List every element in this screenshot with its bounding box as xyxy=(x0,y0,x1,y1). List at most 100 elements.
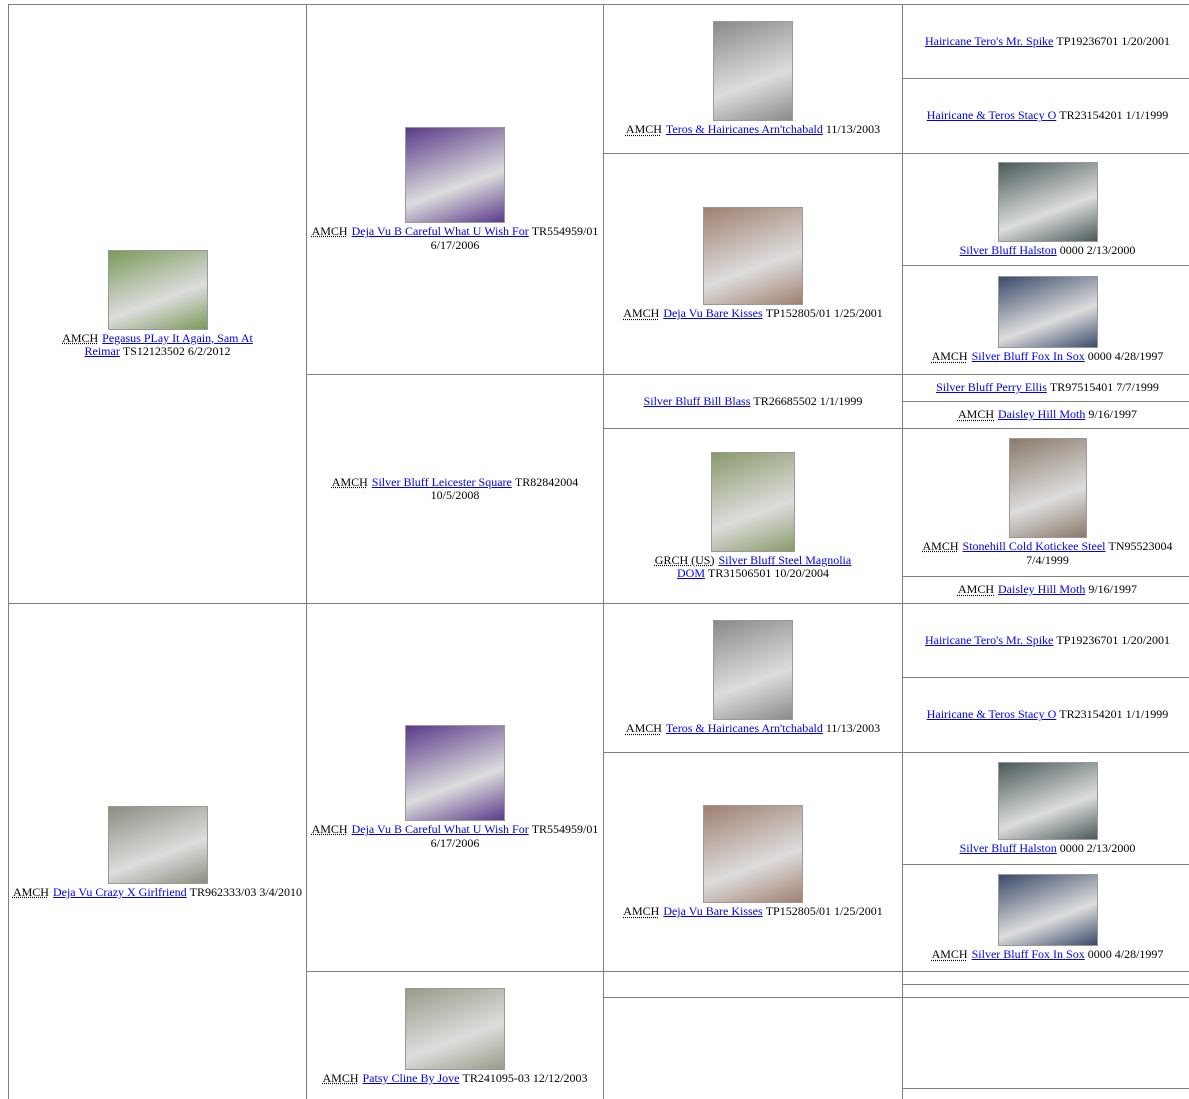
dog-info: 9/16/1997 xyxy=(1088,582,1137,597)
dog-info: TR554959/01 6/17/2006 xyxy=(430,822,599,850)
dog-link[interactable]: Silver Bluff Steel Magnolia DOM xyxy=(676,552,852,580)
pedigree-cell: AMCH Silver Bluff Fox In Sox 0000 4/28/199… xyxy=(902,265,1189,375)
dog-entry: Hairicane & Teros Stacy O TR23154201 1/1/… xyxy=(927,708,1169,721)
dog-info: TR23154201 1/1/1999 xyxy=(1059,707,1169,722)
dog-photo xyxy=(703,207,803,306)
title-abbr: AMCH xyxy=(625,721,662,736)
dog-entry: AMCH Deja Vu Bare Kisses TP152805/01 1/25/… xyxy=(623,905,882,918)
dog-entry: AMCH Deja Vu Bare Kisses TP152805/01 1/25/… xyxy=(623,307,882,320)
dog-link[interactable]: Patsy Cline By Jove xyxy=(362,1070,460,1085)
dog-link[interactable]: Hairicane & Teros Stacy O xyxy=(926,108,1057,123)
pedigree-cell: AMCH Silver Bluff Fox In Sox 0000 4/28/199… xyxy=(902,864,1189,972)
dog-link[interactable]: Pegasus PLay It Again, Sam At Reimar xyxy=(84,330,253,358)
pedigree-cell: AMCH Deja Vu Crazy X Girlfriend TR962333/0… xyxy=(8,603,307,1099)
dog-link[interactable]: Silver Bluff Fox In Sox xyxy=(971,349,1085,364)
dog-entry: Hairicane Tero's Mr. Spike TP19236701 1/2… xyxy=(924,33,1170,48)
pedigree-cell: Silver Bluff Perry Ellis TR97515401 7/7/1… xyxy=(902,374,1189,402)
pedigree-cell: AMCH Deja Vu Bare Kisses TP152805/01 1/25/… xyxy=(603,153,903,375)
dog-info: TP152805/01 1/25/2001 xyxy=(765,306,883,321)
pedigree-cell: AMCH Deja Vu B Careful What U Wish For TR5… xyxy=(306,4,604,375)
dog-entry: AMCH Daisley Hill Moth 9/16/1997 xyxy=(958,408,1137,421)
dog-link[interactable]: Deja Vu B Careful What U Wish For xyxy=(351,224,529,239)
dog-entry: AMCH Daisley Hill Moth 9/16/1997 xyxy=(958,583,1137,596)
dog-link[interactable]: Silver Bluff Leicester Square xyxy=(371,474,512,489)
pedigree-cell xyxy=(902,997,1189,1089)
dog-entry: GRCH (US) Silver Bluff Steel Magnolia DOM… xyxy=(607,552,899,580)
dog-info: 0000 2/13/2000 xyxy=(1059,840,1136,855)
title-abbr: AMCH xyxy=(931,947,968,962)
dog-info: TP19236701 1/20/2001 xyxy=(1056,632,1171,647)
dog-info: 0000 2/13/2000 xyxy=(1059,242,1136,257)
title-abbr: AMCH xyxy=(625,122,662,137)
dog-photo xyxy=(997,161,1098,242)
title-abbr: AMCH xyxy=(623,904,660,919)
title-abbr: AMCH xyxy=(62,330,99,345)
dog-entry: Silver Bluff Perry Ellis TR97515401 7/7/1… xyxy=(936,381,1159,394)
dog-link[interactable]: Deja Vu Crazy X Girlfriend xyxy=(52,884,187,899)
dog-link[interactable]: Daisley Hill Moth xyxy=(998,582,1086,597)
dog-photo xyxy=(713,620,793,721)
title-abbr: GRCH (US) xyxy=(654,552,715,567)
dog-link[interactable]: Deja Vu Bare Kisses xyxy=(663,306,763,321)
dog-info: TN95523004 7/4/1999 xyxy=(1026,539,1173,567)
title-abbr: AMCH xyxy=(957,407,994,422)
title-abbr: AMCH xyxy=(322,1070,359,1085)
dog-link[interactable]: Silver Bluff Perry Ellis xyxy=(936,380,1047,395)
dog-link[interactable]: Deja Vu Bare Kisses xyxy=(663,904,763,919)
dog-info: TR26685502 1/1/1999 xyxy=(753,393,863,408)
pedigree-cell: AMCH Daisley Hill Moth 9/16/1997 xyxy=(902,576,1189,604)
dog-link[interactable]: Silver Bluff Fox In Sox xyxy=(971,947,1085,962)
dog-link[interactable]: Silver Bluff Halston xyxy=(959,840,1057,855)
dog-link[interactable]: Daisley Hill Moth xyxy=(998,407,1086,422)
dog-info: TR31506501 10/20/2004 xyxy=(708,566,830,580)
dog-link[interactable]: Stonehill Cold Kotickee Steel xyxy=(962,539,1106,554)
dog-link[interactable]: Hairicane & Teros Stacy O xyxy=(926,707,1057,722)
dog-info: TR962333/03 3/4/2010 xyxy=(189,884,303,899)
pedigree-cell xyxy=(902,984,1189,998)
pedigree-cell: AMCH Daisley Hill Moth 9/16/1997 xyxy=(902,401,1189,429)
dog-entry: Silver Bluff Halston 0000 2/13/2000 xyxy=(959,840,1136,855)
dog-photo xyxy=(997,874,1098,947)
dog-photo xyxy=(405,127,505,224)
dog-link[interactable]: Hairicane Tero's Mr. Spike xyxy=(924,33,1054,48)
dog-link[interactable]: Hairicane Tero's Mr. Spike xyxy=(924,632,1054,647)
pedigree-cell: Hairicane & Teros Stacy O TR23154201 1/1/… xyxy=(902,677,1189,753)
dog-link[interactable]: Teros & Hairicanes Arn'tchabald xyxy=(665,721,823,736)
pedigree-cell xyxy=(902,971,1189,985)
pedigree-cell: Silver Bluff Halston 0000 2/13/2000 xyxy=(902,752,1189,865)
dog-info: 11/13/2003 xyxy=(825,122,881,137)
dog-info: TR554959/01 6/17/2006 xyxy=(430,224,599,252)
pedigree-cell: GRCH (US) Silver Bluff Steel Magnolia DOM… xyxy=(603,428,903,604)
pedigree-cell: Silver Bluff Bill Blass TR26685502 1/1/19… xyxy=(603,374,903,429)
dog-photo xyxy=(405,725,505,822)
dog-photo xyxy=(107,249,208,330)
dog-link[interactable]: Silver Bluff Bill Blass xyxy=(643,393,751,408)
title-abbr: AMCH xyxy=(931,349,968,364)
pedigree-cell: Hairicane Tero's Mr. Spike TP19236701 1/2… xyxy=(902,4,1189,79)
dog-entry: AMCH Stonehill Cold Kotickee Steel TN95523… xyxy=(906,540,1189,566)
title-abbr: AMCH xyxy=(311,224,348,239)
dog-photo xyxy=(703,805,803,904)
dog-entry: AMCH Deja Vu Crazy X Girlfriend TR962333/0… xyxy=(13,884,303,899)
dog-info: TR97515401 7/7/1999 xyxy=(1049,380,1159,395)
dog-entry: AMCH Teros & Hairicanes Arn'tchabald 11/13… xyxy=(626,123,880,136)
dog-info: TP152805/01 1/25/2001 xyxy=(765,904,883,919)
dog-info: 11/13/2003 xyxy=(825,721,881,736)
dog-link[interactable]: Deja Vu B Careful What U Wish For xyxy=(351,822,529,837)
title-abbr: AMCH xyxy=(623,306,660,321)
dog-entry: AMCH Deja Vu B Careful What U Wish For TR5… xyxy=(310,225,600,251)
dog-photo xyxy=(997,276,1098,349)
pedigree-cell: AMCH Stonehill Cold Kotickee Steel TN95523… xyxy=(902,428,1189,577)
dog-photo xyxy=(405,987,505,1070)
pedigree-cell xyxy=(603,997,903,1099)
pedigree-cell: Hairicane Tero's Mr. Spike TP19236701 1/2… xyxy=(902,603,1189,678)
dog-photo xyxy=(997,761,1098,840)
dog-link[interactable]: Teros & Hairicanes Arn'tchabald xyxy=(665,122,823,137)
title-abbr: AMCH xyxy=(311,822,348,837)
dog-entry: AMCH Silver Bluff Fox In Sox 0000 4/28/199… xyxy=(932,948,1164,961)
dog-link[interactable]: Silver Bluff Halston xyxy=(959,242,1057,257)
dog-entry: Hairicane Tero's Mr. Spike TP19236701 1/2… xyxy=(924,632,1171,647)
pedigree-cell: AMCH Teros & Hairicanes Arn'tchabald 11/13… xyxy=(603,4,903,154)
dog-info: TS12123502 6/2/2012 xyxy=(122,344,231,358)
